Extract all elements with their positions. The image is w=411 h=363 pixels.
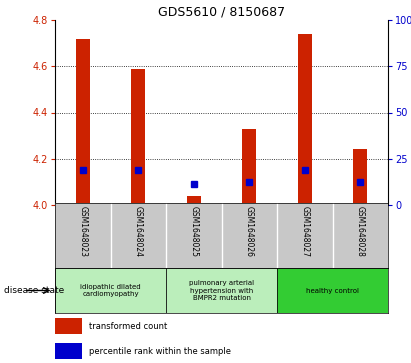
Bar bbox=[242, 129, 256, 205]
Title: GDS5610 / 8150687: GDS5610 / 8150687 bbox=[158, 6, 285, 19]
Text: transformed count: transformed count bbox=[89, 322, 167, 331]
Bar bbox=[131, 69, 145, 205]
Text: idiopathic dilated
cardiomyopathy: idiopathic dilated cardiomyopathy bbox=[80, 284, 141, 297]
Bar bbox=[55, 268, 166, 313]
Bar bbox=[298, 34, 312, 205]
Text: GSM1648028: GSM1648028 bbox=[356, 206, 365, 257]
Text: pulmonary arterial
hypertension with
BMPR2 mutation: pulmonary arterial hypertension with BMP… bbox=[189, 281, 254, 301]
Bar bbox=[76, 38, 90, 205]
Bar bbox=[55, 318, 82, 334]
Text: healthy control: healthy control bbox=[306, 287, 359, 294]
Text: disease state: disease state bbox=[4, 286, 65, 295]
Bar bbox=[353, 150, 367, 205]
Bar bbox=[187, 196, 201, 205]
Bar bbox=[166, 268, 277, 313]
Bar bbox=[55, 343, 82, 359]
Text: GSM1648024: GSM1648024 bbox=[134, 206, 143, 257]
Text: GSM1648026: GSM1648026 bbox=[245, 206, 254, 257]
Text: GSM1648027: GSM1648027 bbox=[300, 206, 309, 257]
Text: GSM1648025: GSM1648025 bbox=[189, 206, 198, 257]
Text: percentile rank within the sample: percentile rank within the sample bbox=[89, 347, 231, 356]
Bar bbox=[277, 268, 388, 313]
Text: GSM1648023: GSM1648023 bbox=[78, 206, 87, 257]
